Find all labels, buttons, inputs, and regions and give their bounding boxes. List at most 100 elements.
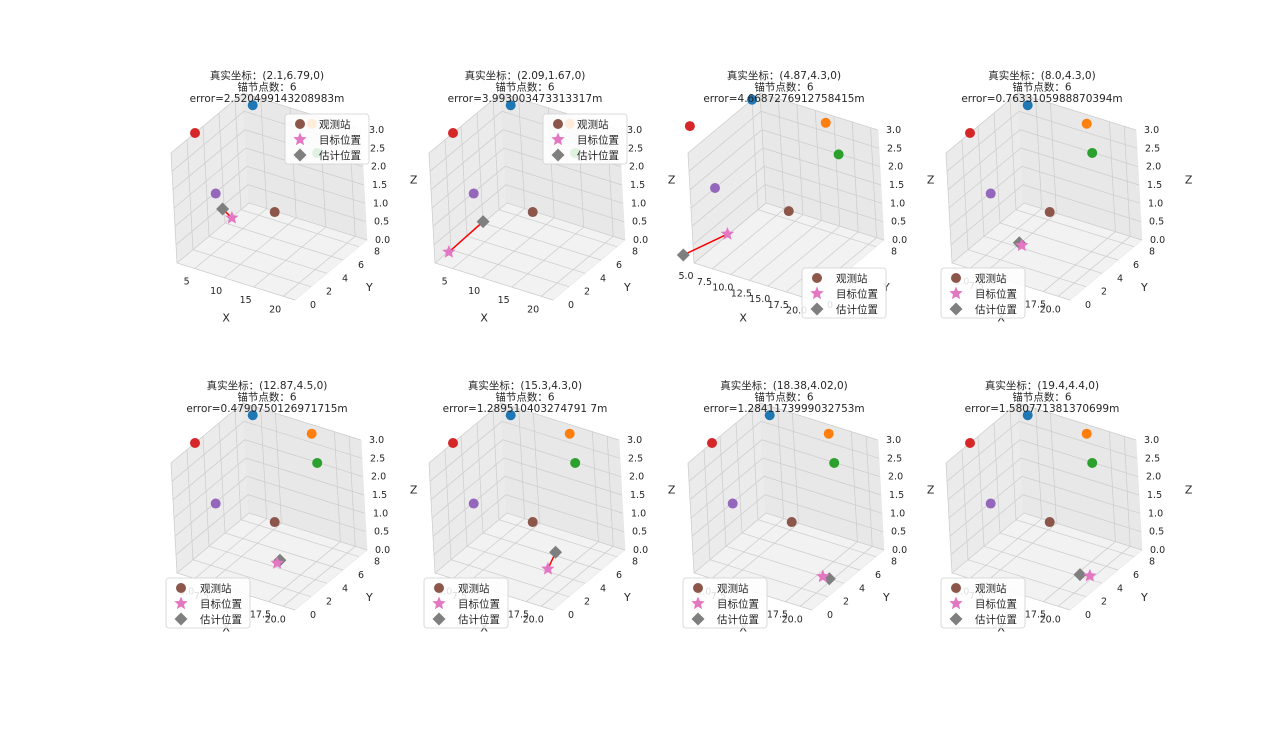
anchor-point [269, 207, 280, 218]
grid-line [726, 413, 799, 584]
anchor-point [1022, 100, 1033, 111]
estimate-marker [216, 202, 230, 216]
chart-title-line: error=3.993003473313317m [448, 93, 603, 105]
z-tick-label: 1.5 [372, 490, 387, 501]
grid-line [202, 436, 328, 584]
z-axis-label: Z [410, 174, 418, 187]
grid-line [993, 422, 1119, 571]
grid-line [948, 457, 1140, 519]
grid-line [799, 436, 873, 607]
x-tick-label: 17.5 [768, 300, 789, 311]
anchor-point [527, 207, 538, 218]
z-tick-label: 2.0 [371, 472, 386, 483]
y-axis-label: Y [365, 591, 373, 604]
y-tick-label: 2 [326, 287, 332, 298]
z-tick-label: 0.0 [633, 235, 648, 246]
legend-box [284, 113, 370, 165]
y-tick-label: 0 [827, 610, 833, 621]
grid-line [977, 436, 1103, 584]
target-marker [816, 569, 830, 583]
legend-entry-estimate: 估计位置 [458, 613, 500, 626]
z-tick-label: 2.5 [628, 143, 643, 154]
z-tick-label: 0.0 [375, 235, 390, 246]
anchor-point [1044, 207, 1055, 218]
anchor-point [468, 188, 479, 199]
y-tick-label: 2 [843, 597, 849, 608]
z-tick-label: 2.0 [888, 472, 903, 483]
grid-line [945, 462, 1071, 611]
grid-line [946, 420, 1138, 482]
grid-line [282, 436, 356, 607]
x-tick-label: 20.0 [265, 614, 286, 625]
legend-entry-target: 目标位置 [975, 288, 1017, 301]
chart-title-line: 锚节点数：6 [495, 81, 554, 94]
legend-entry-target: 目标位置 [717, 598, 759, 611]
z-tick-label: 1.0 [1148, 198, 1163, 209]
legend-marker-target [810, 286, 824, 300]
grid-line [946, 110, 1138, 172]
grid-line [452, 98, 526, 269]
grid-line [170, 462, 296, 611]
anchor-point [965, 438, 975, 448]
z-tick-label: 0.0 [633, 545, 648, 556]
y-tick-label: 6 [875, 570, 881, 581]
z-tick-label: 0.5 [1149, 527, 1164, 538]
target-marker [225, 210, 239, 224]
grid-line [492, 99, 618, 248]
z-tick-label: 3.0 [1144, 435, 1159, 446]
anchor-point [820, 117, 831, 128]
grid-line [950, 184, 1142, 245]
grid-line [689, 439, 881, 500]
y-tick-label: 0 [1085, 610, 1091, 621]
grid-line [431, 457, 623, 519]
z-tick-label: 1.0 [631, 508, 646, 519]
y-axis-label: Y [1140, 591, 1148, 604]
anchor-point [210, 188, 221, 199]
x-axis-label: X [222, 312, 230, 325]
grid-line [432, 165, 624, 227]
legend-entry-anchors: 观测站 [319, 118, 351, 131]
z-tick-label: 1.0 [373, 508, 388, 519]
y-tick-label: 4 [600, 273, 606, 284]
y-tick-label: 8 [891, 247, 897, 258]
y-tick-label: 2 [1101, 287, 1107, 298]
grid-line [1043, 121, 1116, 292]
grid-line [949, 475, 1141, 537]
x-tick-label: 5 [442, 277, 448, 288]
x-axis-label: X [480, 312, 488, 325]
grid-line [693, 92, 767, 264]
legend-marker-anchors [176, 583, 186, 593]
x-tick-label: 17.5 [767, 610, 788, 621]
subplot-6: 5.07.517.520.0024680.00.51.01.52.02.53.0… [423, 379, 676, 635]
grid-line [170, 152, 296, 301]
anchor-point [190, 128, 200, 138]
chart-title-line: 真实坐标：(4.87,4.3,0) [727, 69, 841, 82]
grid-line [476, 422, 602, 571]
grid-line [433, 494, 625, 555]
subplot-4: 5.07.517.520.0024680.00.51.01.52.02.53.0… [940, 69, 1193, 325]
legend-entry-anchors: 观测站 [458, 582, 490, 595]
grid-line [969, 408, 1043, 579]
z-tick-label: 2.0 [888, 162, 903, 173]
grid-line [171, 420, 363, 482]
anchor-point [783, 206, 794, 217]
anchor-point [985, 188, 996, 199]
subplot-5: 5.07.517.520.0024680.00.51.01.52.02.53.0… [165, 379, 418, 635]
x-tick-label: 20 [527, 304, 539, 315]
legend-marker-estimate [691, 612, 705, 626]
grid-line [1057, 436, 1131, 607]
legend-marker-target [691, 596, 705, 610]
chart-title-line: error=2.520499143208983m [190, 93, 345, 105]
x-tick-label: 20.0 [786, 306, 807, 317]
legend-marker-anchors [295, 119, 305, 129]
anchor-point [965, 128, 975, 138]
legend-marker-anchors [553, 119, 563, 129]
y-tick-label: 8 [632, 557, 638, 568]
legend-entry-anchors: 观测站 [975, 582, 1007, 595]
chart-title-line: 锚节点数：6 [1012, 81, 1071, 94]
target-marker [720, 227, 735, 240]
grid-line [969, 98, 1043, 269]
grid-line [175, 494, 367, 555]
x-tick-label: 17.5 [1025, 300, 1046, 311]
y-tick-label: 4 [600, 583, 606, 594]
